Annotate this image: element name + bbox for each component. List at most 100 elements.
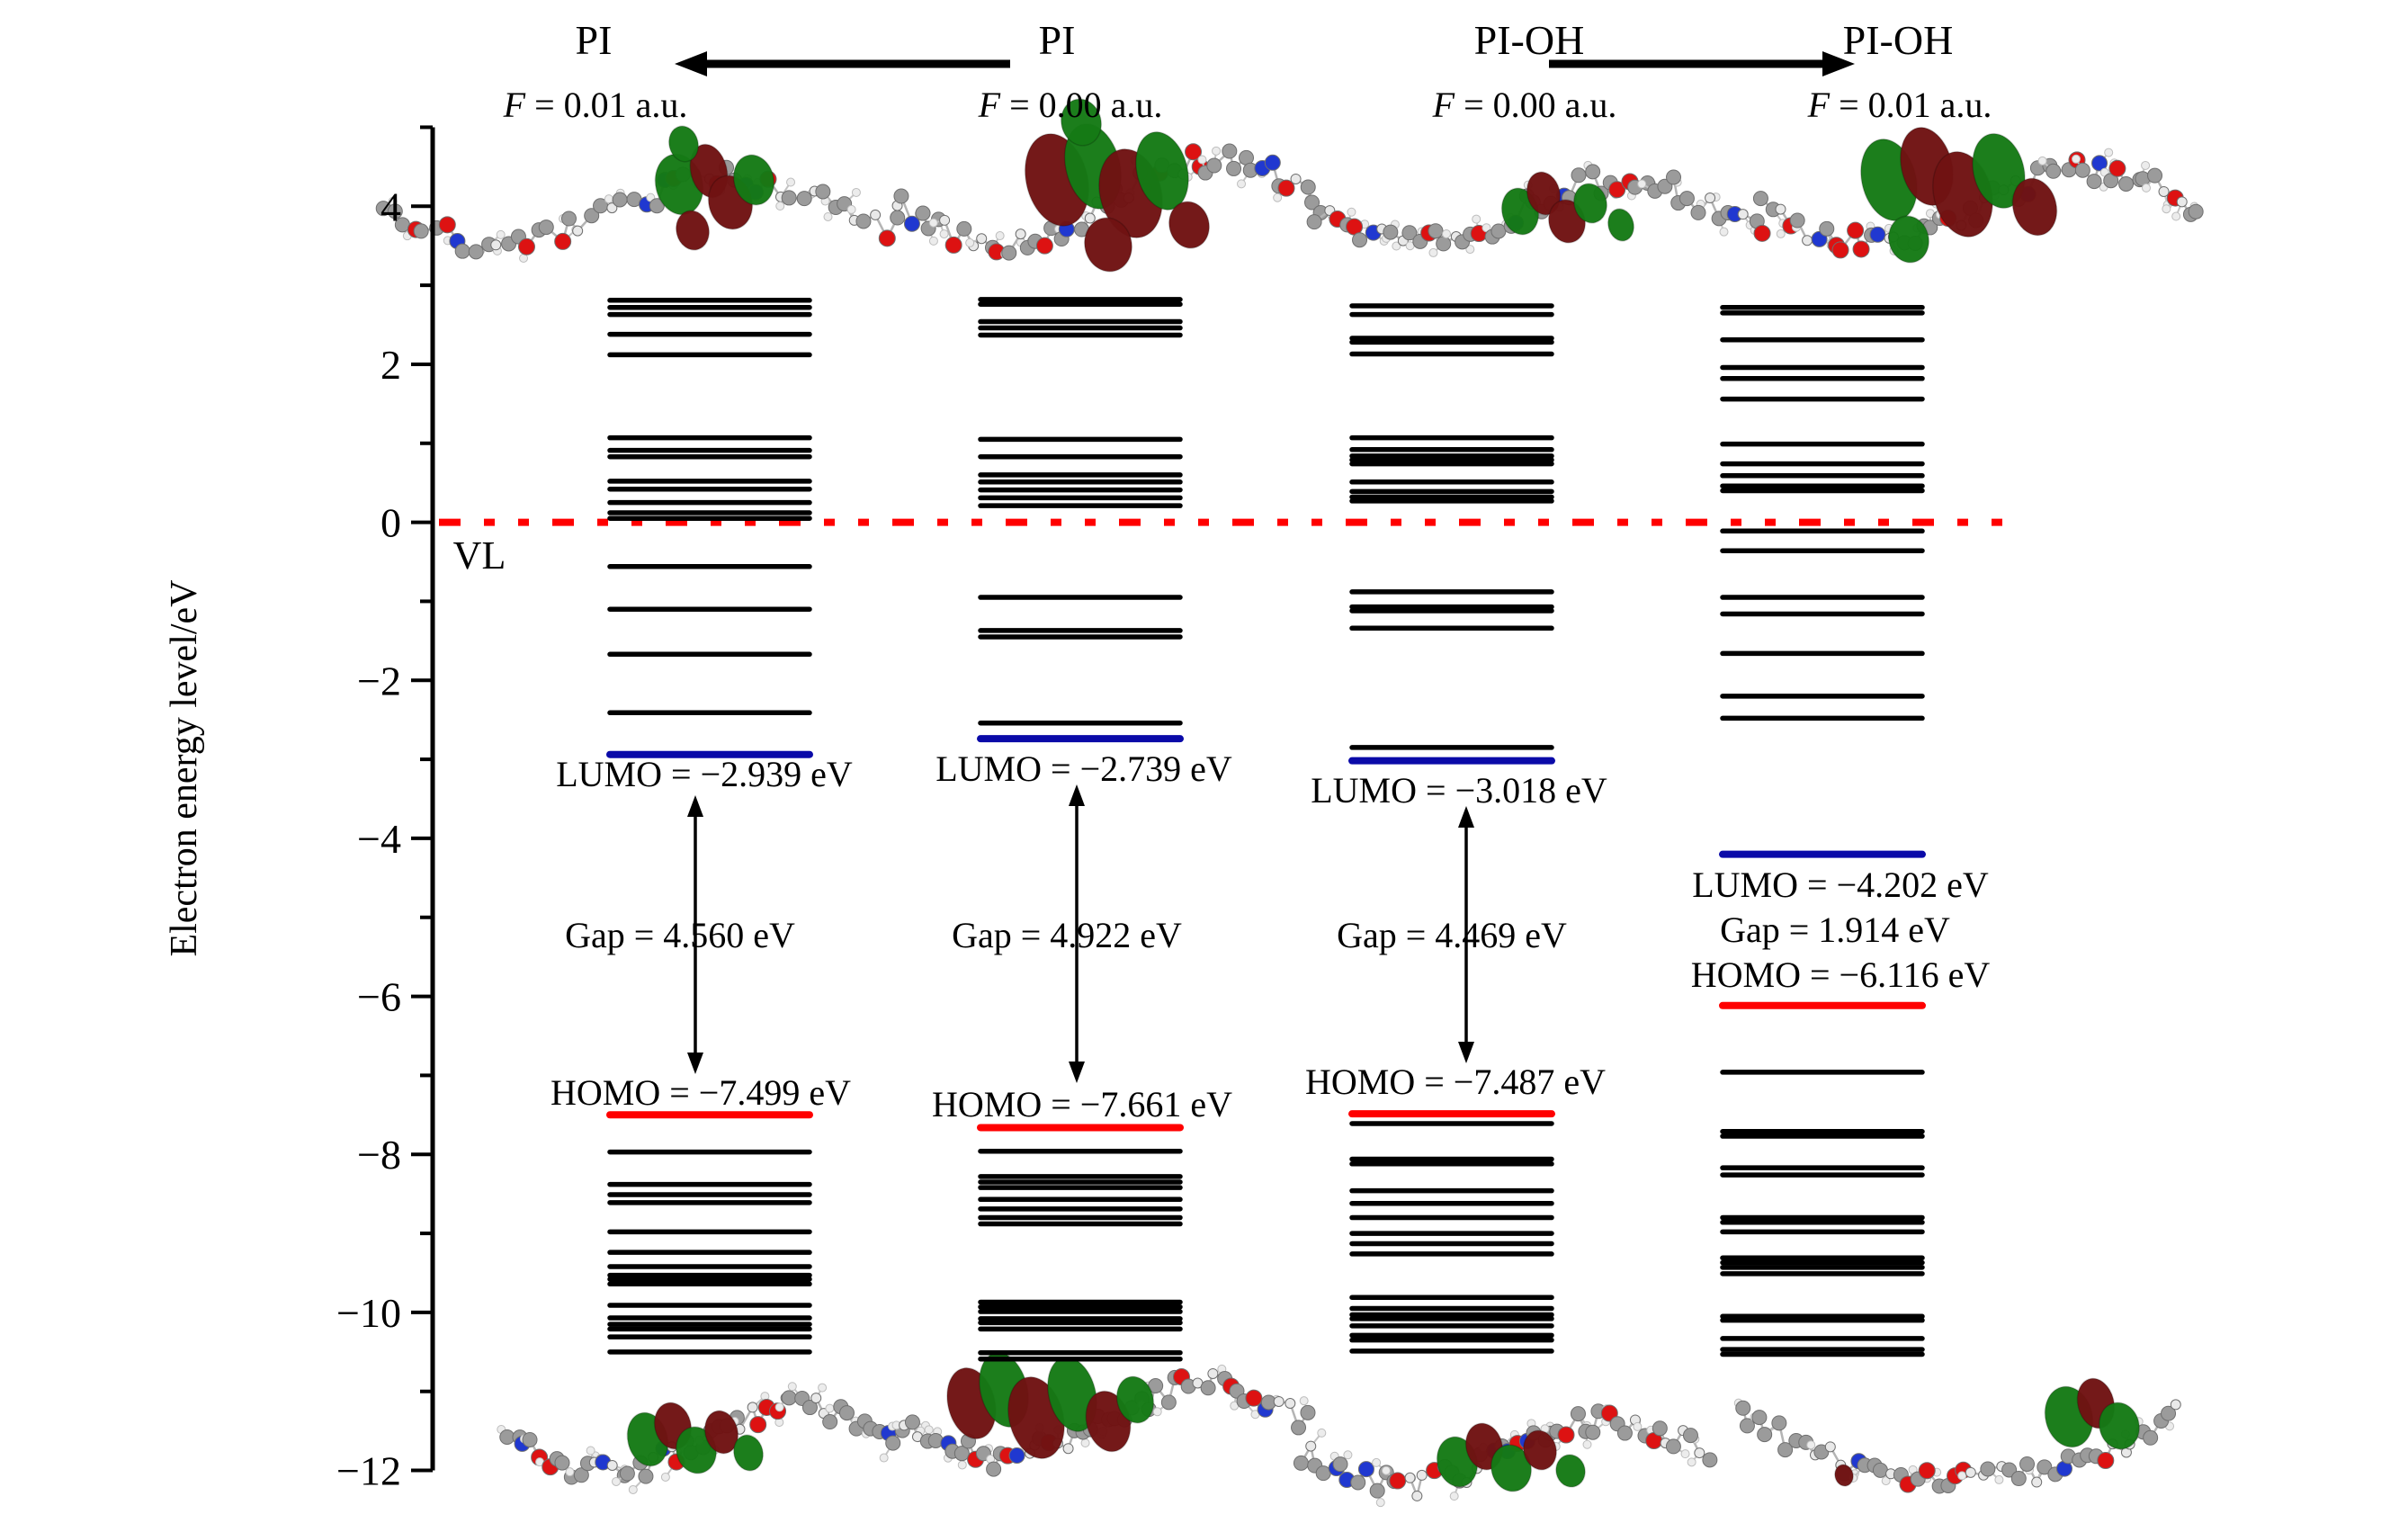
- hydrogen-atom: [928, 236, 938, 246]
- atom: [1690, 204, 1706, 220]
- hydrogen-atom: [1372, 1457, 1382, 1467]
- atom: [1771, 1415, 1787, 1431]
- arrow-down-icon: [687, 1053, 703, 1074]
- atom: [1404, 1472, 1416, 1483]
- atom: [801, 1400, 818, 1416]
- y-tick-label: −6: [357, 974, 401, 1020]
- atom: [554, 1455, 570, 1471]
- atom: [1428, 223, 1444, 239]
- atom: [1757, 1427, 1773, 1443]
- field-arrow-right: [1549, 51, 1855, 76]
- atom: [904, 1414, 920, 1430]
- atom: [2091, 155, 2108, 172]
- atom: [1831, 241, 1849, 259]
- hydrogen-atom: [2141, 160, 2151, 170]
- homo-value-label: HOMO = −7.661 eV: [932, 1084, 1232, 1124]
- hydrogen-atom: [1197, 155, 1207, 165]
- group-molecule-label: PI: [576, 17, 613, 63]
- orbital-lobe: [1060, 98, 1103, 147]
- orbital-lobe: [667, 125, 700, 163]
- hydrogen-atom: [823, 211, 833, 221]
- atom: [1775, 203, 1786, 215]
- atom: [1222, 143, 1238, 159]
- atom: [554, 232, 572, 250]
- field-strength-label: F = 0.00 a.u.: [1432, 85, 1617, 125]
- atom: [1694, 1447, 1705, 1459]
- arrow-right-icon: [1822, 51, 1855, 76]
- atom: [2019, 1456, 2036, 1472]
- hydrogen-atom: [1428, 247, 1438, 257]
- atom: [1753, 224, 1771, 242]
- atom: [1735, 1400, 1751, 1416]
- hydrogen-atom: [846, 204, 856, 214]
- hydrogen-atom: [818, 1383, 828, 1393]
- atom: [572, 225, 584, 237]
- atom: [1819, 220, 1835, 237]
- atom: [649, 198, 665, 214]
- atom: [1401, 225, 1418, 241]
- atom: [890, 210, 906, 226]
- field-arrow-left: [675, 51, 1010, 76]
- hydrogen-atom: [774, 1402, 784, 1412]
- arrow-down-icon: [1458, 1042, 1474, 1063]
- hydrogen-atom: [496, 229, 506, 239]
- gap-arrow: [687, 795, 703, 1074]
- hydrogen-atom: [939, 229, 949, 239]
- atom: [612, 192, 628, 208]
- atom: [538, 219, 554, 236]
- atom: [1678, 191, 1695, 207]
- orbital-lobe: [1887, 215, 1930, 264]
- atom: [1200, 1380, 1216, 1396]
- column-4-levels: [1719, 304, 1926, 1357]
- molecule-3d-structure: [891, 98, 1337, 273]
- hydrogen-atom: [2037, 156, 2047, 166]
- atom: [2143, 1429, 2159, 1446]
- atom: [1872, 1462, 1888, 1478]
- homo-value-label: HOMO = −7.487 eV: [1305, 1062, 1606, 1102]
- atom: [1293, 1455, 1309, 1471]
- y-tick-label: 2: [380, 342, 401, 388]
- hydrogen-atom: [1299, 1396, 1309, 1406]
- hydrogen-atom: [928, 218, 938, 228]
- hydrogen-atom: [1637, 179, 1647, 189]
- y-axis-title: Electron energy level/eV: [164, 579, 205, 956]
- arrow-left-icon: [675, 51, 707, 76]
- atom: [438, 216, 456, 234]
- lumo-value-label: LUMO = −2.739 eV: [935, 748, 1232, 789]
- atom: [781, 1390, 797, 1406]
- atom: [1585, 1424, 1601, 1440]
- hydrogen-atom: [628, 1484, 638, 1494]
- atom: [1824, 1441, 1836, 1453]
- field-strength-label: F = 0.01 a.u.: [1807, 85, 1992, 125]
- atom: [1666, 169, 1682, 185]
- atom: [1369, 1483, 1385, 1499]
- atom: [885, 1435, 901, 1451]
- atom: [747, 1402, 758, 1413]
- atom: [944, 236, 962, 254]
- gap-value-label: Gap = 4.922 eV: [952, 915, 1182, 955]
- hydrogen-atom: [604, 194, 613, 204]
- hydrogen-atom: [1633, 1421, 1643, 1431]
- orbital-lobe: [732, 154, 775, 206]
- orbital-lobe: [703, 1410, 739, 1455]
- hydrogen-atom: [1449, 1492, 1459, 1501]
- hydrogen-atom: [851, 187, 861, 197]
- atom: [822, 1414, 838, 1430]
- atom: [1084, 212, 1096, 224]
- atom: [2031, 1476, 2043, 1488]
- atom: [1062, 1443, 1074, 1455]
- orbital-lobe: [1526, 171, 1562, 216]
- atom: [939, 214, 951, 226]
- hydrogen-atom: [1881, 1476, 1891, 1486]
- hydrogen-atom: [519, 253, 529, 263]
- atom: [1389, 1472, 1407, 1490]
- atom: [454, 243, 470, 259]
- atom: [1608, 181, 1626, 199]
- molecule-3d-structure: [375, 125, 906, 263]
- atom: [2086, 174, 2102, 190]
- atom: [1350, 1474, 1366, 1491]
- hydrogen-atom: [1381, 1465, 1391, 1475]
- atom: [986, 1461, 1002, 1477]
- hydrogen-atom: [2171, 211, 2181, 221]
